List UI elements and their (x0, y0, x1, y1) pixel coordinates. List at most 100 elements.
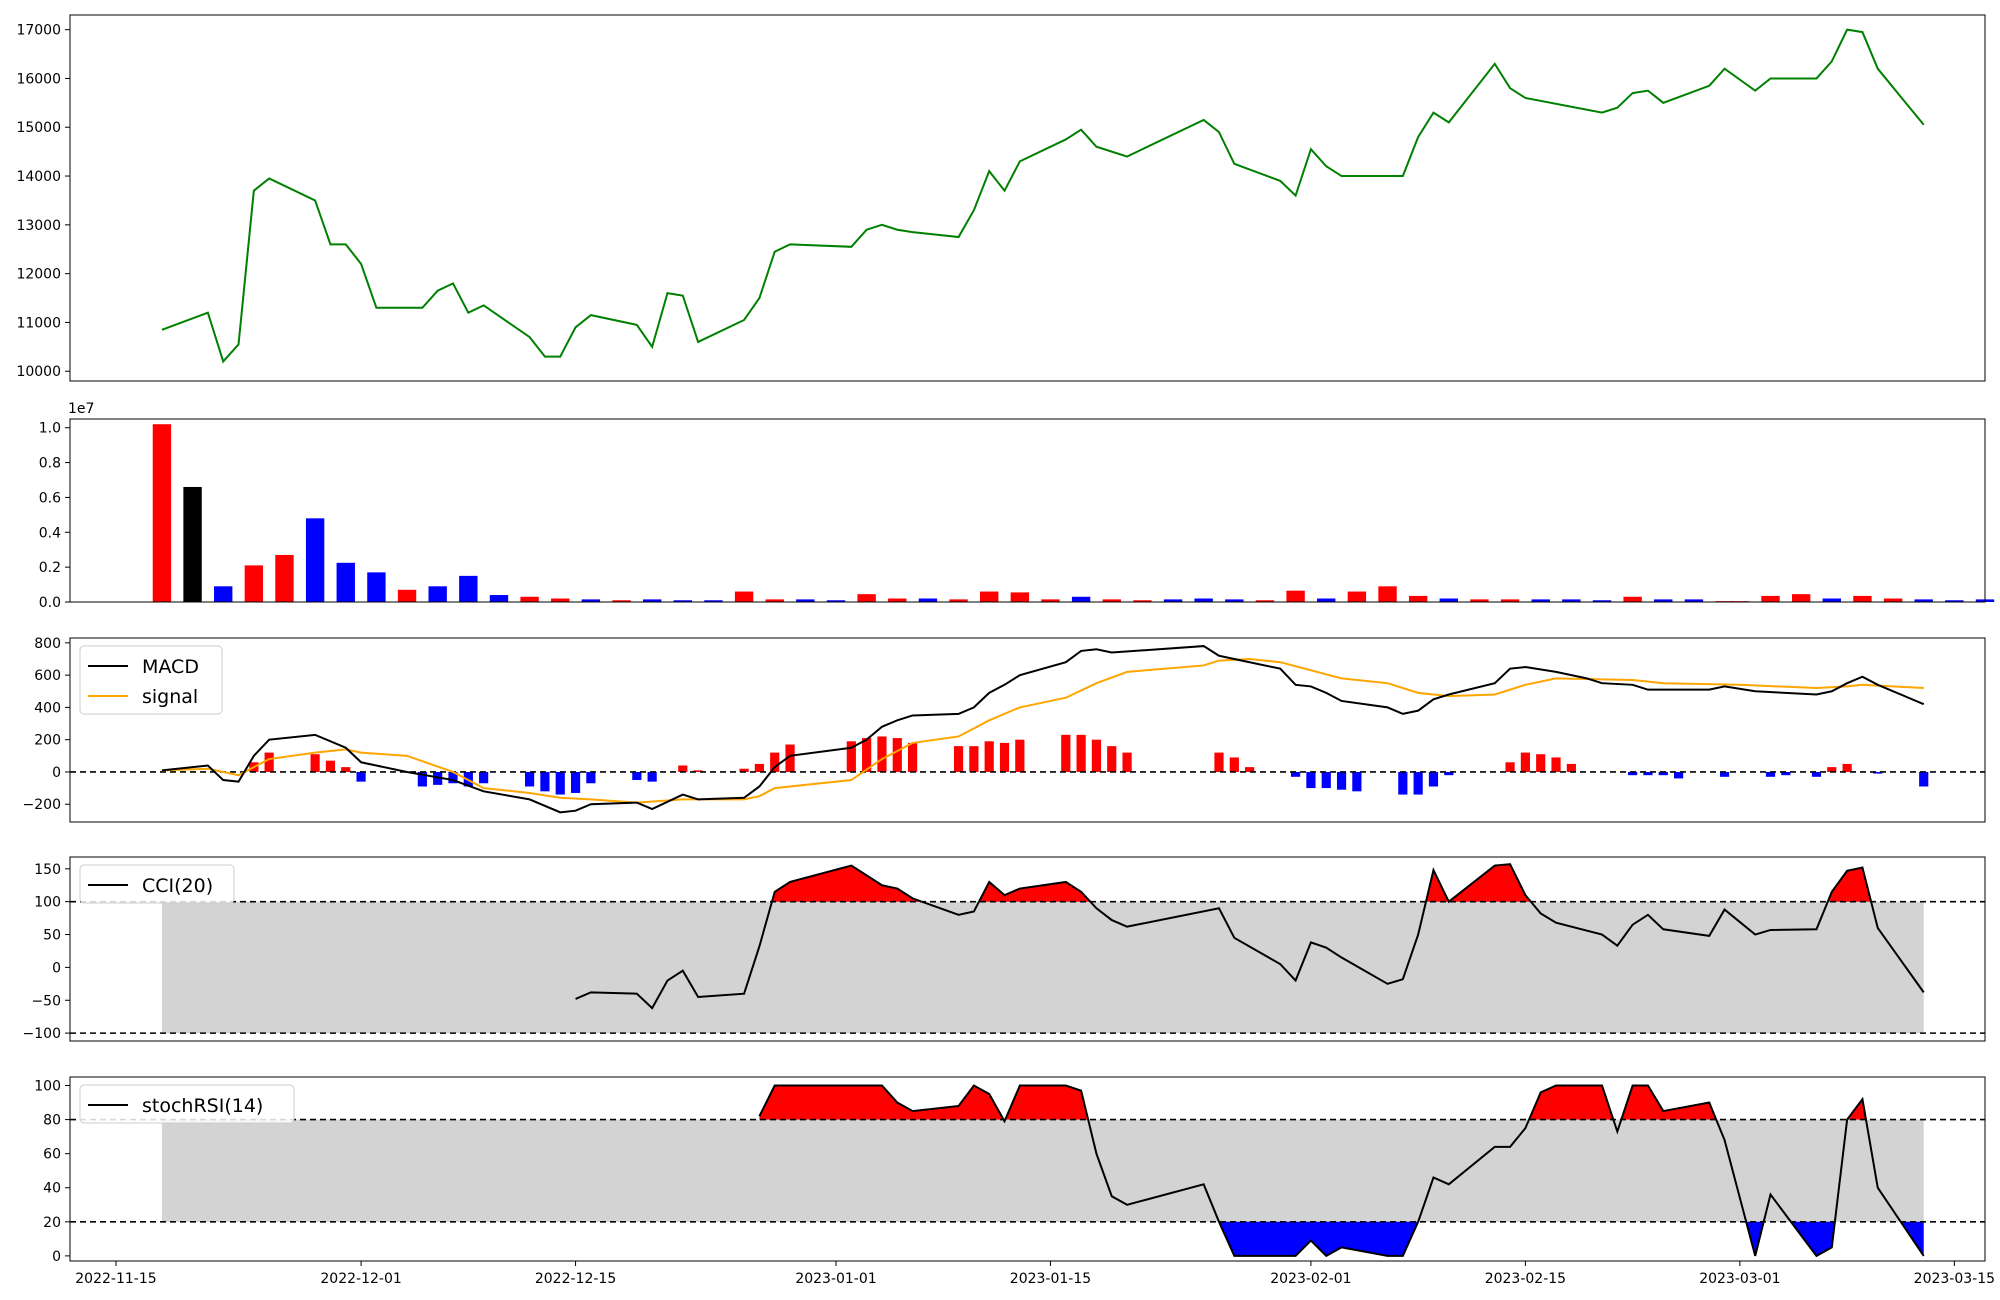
y-tick-label: 0.2 (39, 560, 61, 576)
panel-1: 10000 11000 12000 13000 14000 15000 16000 17000 (16, 14, 1986, 382)
y-tick-label: 15000 (16, 120, 61, 136)
x-tick-label: 2023-02-01 (1270, 1271, 1351, 1287)
y-tick-label: 0 (52, 960, 61, 976)
histogram-bar (1107, 746, 1117, 772)
neutral-band (161, 1119, 1924, 1222)
histogram-bar (999, 742, 1010, 772)
volume-bar (428, 586, 447, 602)
volume-bar (734, 591, 754, 602)
histogram-bar (908, 742, 918, 772)
histogram-bar (693, 770, 703, 772)
histogram-bar (1658, 771, 1668, 776)
volume-bar (214, 586, 233, 602)
volume-bar (673, 600, 692, 602)
histogram-bar (1719, 771, 1730, 777)
histogram-bar (1413, 771, 1423, 795)
plot-border (69, 856, 1986, 1042)
volume-bar (826, 600, 846, 602)
histogram-bar (479, 771, 489, 784)
volume-bar (489, 595, 509, 602)
volume-bar (765, 599, 784, 602)
volume-bar (244, 565, 264, 602)
volume-bar (1041, 599, 1060, 602)
y-tick-label: −200 (23, 797, 61, 813)
histogram-bar (754, 763, 764, 772)
histogram-bar (1229, 757, 1239, 772)
y-tick-label: 80 (43, 1113, 61, 1129)
volume-bar (1562, 599, 1581, 602)
histogram-bar (1091, 739, 1102, 772)
x-tick-label: 2022-12-01 (320, 1271, 401, 1287)
volume-bar (1194, 598, 1213, 602)
histogram-bar (1306, 771, 1316, 789)
volume-bar (520, 596, 539, 602)
volume-bar (367, 572, 386, 602)
histogram-bar (325, 760, 336, 772)
histogram-bar (1643, 771, 1653, 776)
volume-bar (949, 599, 968, 602)
legend-label: CCI(20) (142, 875, 213, 897)
plot-border (69, 1076, 1986, 1262)
histogram-bar (1811, 771, 1822, 777)
y-tick-label: 1.0 (39, 421, 61, 437)
histogram-bar (1765, 771, 1776, 777)
volume-bar (1914, 599, 1933, 602)
y-tick-label: 11000 (16, 315, 61, 331)
volume-bar (1531, 599, 1550, 602)
cci-line (575, 863, 1925, 1010)
volume-bar (1654, 599, 1673, 602)
histogram-bar (417, 771, 427, 787)
y-tick-label: 800 (34, 636, 61, 652)
plot-border (69, 14, 1986, 382)
volume-bar (612, 600, 631, 602)
histogram-bar (264, 752, 274, 772)
histogram-bar (1061, 734, 1071, 772)
histogram-bar (1505, 762, 1515, 772)
histogram-bar (1214, 752, 1224, 772)
y-tick-label: 0.4 (39, 525, 61, 541)
histogram-bar (570, 771, 581, 793)
volume-bar (1592, 600, 1612, 602)
histogram-bar (1076, 734, 1086, 772)
histogram-bar (1919, 771, 1929, 787)
histogram-bar (586, 771, 596, 784)
volume-bar (1317, 598, 1336, 602)
overbought-fill (575, 864, 1924, 902)
histogram-bar (1015, 739, 1025, 772)
histogram-bar (984, 741, 994, 772)
histogram-bar (356, 771, 366, 782)
macd-line (161, 645, 1925, 814)
y-tick-label: 14000 (16, 169, 61, 185)
histogram-bar (739, 768, 749, 772)
panel-4: −100 −50 0 50 100 150 CCI(20) (23, 856, 1986, 1042)
histogram-bar (1873, 771, 1883, 774)
y-offset-label: 1e7 (68, 401, 94, 417)
volume-bar (1822, 598, 1841, 602)
histogram-bar (341, 767, 351, 772)
y-tick-label: 400 (34, 700, 61, 716)
volume-bar (857, 594, 876, 602)
x-axis: 2022-11-15 2022-12-01 2022-12-15 2023-01-01… (75, 1261, 1995, 1287)
neutral-band (161, 901, 1924, 1034)
volume-bar (581, 599, 601, 602)
histogram-bar (862, 738, 872, 772)
stoch-rsi-line (758, 1084, 1925, 1258)
volume-bar (1071, 596, 1091, 602)
volume-bar (152, 424, 172, 602)
legend-label: MACD (142, 656, 199, 678)
volume-bar (1883, 598, 1903, 602)
panel-2: 0.0 0.2 0.4 0.6 0.8 1.0 1e7 (39, 401, 1995, 611)
histogram-bar (555, 771, 565, 795)
histogram-bar (953, 746, 964, 772)
plot-area (70, 419, 1985, 602)
volume-bar (1133, 600, 1152, 602)
histogram-bar (969, 746, 979, 772)
y-tick-label: −100 (23, 1026, 61, 1042)
histogram-bar (892, 738, 902, 772)
x-tick-label: 2023-03-01 (1699, 1271, 1780, 1287)
volume-bar (1623, 596, 1642, 602)
volume-bar (1684, 599, 1704, 602)
oversold-fill (759, 1221, 1924, 1256)
volume-bar (183, 486, 202, 602)
histogram-bar (310, 754, 320, 772)
